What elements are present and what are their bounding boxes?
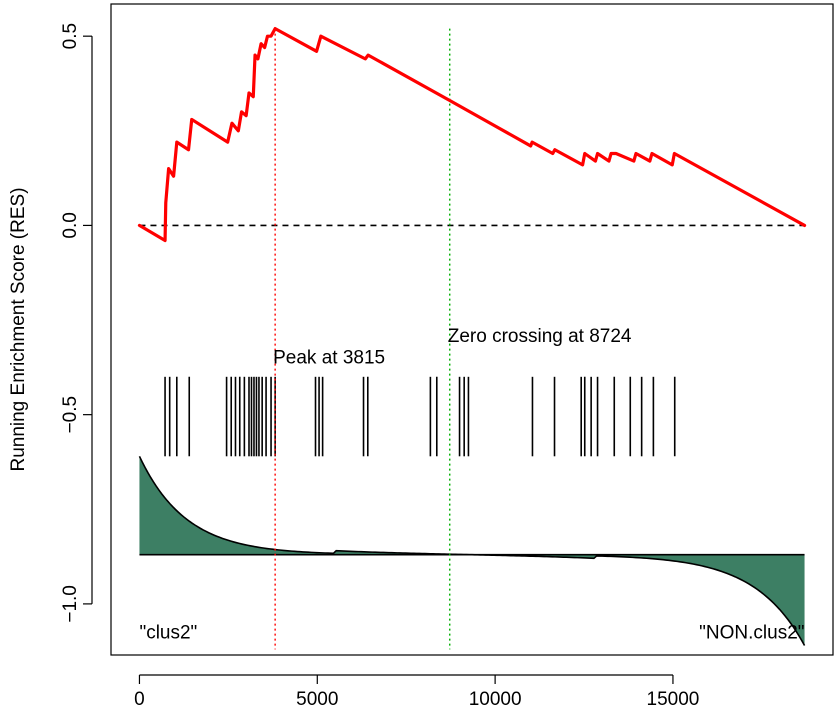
y-tick-label: 0.0: [60, 212, 81, 238]
ranked-metric-area-group: [138, 455, 806, 646]
x-tick-label: 15000: [647, 689, 700, 710]
x-tick-label: 0: [134, 689, 145, 710]
right-group-label: "NON.clus2": [699, 623, 804, 644]
res-series-line: [137, 27, 807, 243]
y-axis: 0.5 0.0 −0.5 −1.0: [60, 23, 93, 623]
y-axis-label: Running Enrichment Score (RES): [8, 187, 29, 471]
y-tick-label: 0.5: [60, 23, 81, 49]
ranked-metric-fill: [139, 456, 805, 646]
y-tick-label: −0.5: [60, 396, 81, 434]
plot-frame: [110, 3, 834, 656]
left-group-label: "clus2": [139, 623, 197, 644]
y-tick-label: −1.0: [60, 585, 81, 623]
x-tick-label: 10000: [469, 689, 522, 710]
annotation-lines-group: [274, 28, 451, 650]
x-tick-label: 5000: [296, 689, 338, 710]
gene-hits-group: [164, 376, 676, 457]
peak-annotation: Peak at 3815: [273, 348, 385, 369]
zero-crossing-annotation: Zero crossing at 8724: [448, 326, 632, 347]
res-series-group: [137, 27, 807, 243]
x-axis: 0 5000 10000 15000: [134, 674, 700, 710]
